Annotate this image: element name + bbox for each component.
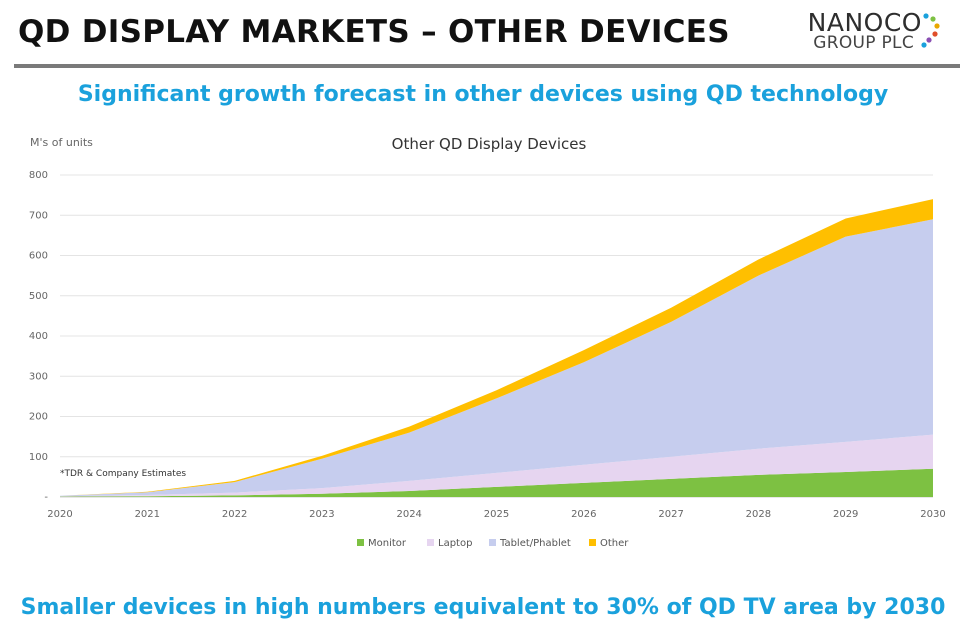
legend-swatch [427, 539, 434, 546]
legend-label: Tablet/Phablet [499, 538, 571, 549]
chart-title: Other QD Display Devices [392, 135, 587, 153]
x-tick-label: 2022 [222, 509, 247, 520]
x-axis-ticks: 2020 2021 2022 2023 2024 2025 2026 2027 2028 2029… [47, 509, 945, 520]
y-tick-label: 100 [29, 452, 48, 463]
legend-item: Laptop [427, 538, 472, 549]
chart-legend: Monitor Laptop Tablet/Phablet Other [357, 538, 629, 549]
area-laptop [60, 434, 933, 497]
slide-subtitle: Significant growth forecast in other dev… [77, 82, 889, 107]
legend-item: Other [589, 538, 629, 549]
y-tick-label: 400 [29, 331, 48, 342]
legend-item: Tablet/Phablet [489, 538, 571, 549]
x-tick-label: 2021 [135, 509, 160, 520]
legend-swatch [489, 539, 496, 546]
x-tick-label: 2023 [309, 509, 334, 520]
x-tick-label: 2024 [396, 509, 421, 520]
company-logo: NANOCO GROUP PLC [776, 6, 946, 54]
area-other [60, 199, 933, 496]
legend-item: Monitor [357, 538, 407, 549]
x-tick-label: 2026 [571, 509, 596, 520]
y-axis-ticks: - 100 200 300 400 500 600 700 800 [29, 170, 48, 503]
legend-label: Laptop [438, 538, 472, 549]
slide-footer: Smaller devices in high numbers equivale… [20, 595, 946, 620]
chart-areas [60, 199, 933, 497]
header-divider [14, 64, 960, 68]
x-tick-label: 2030 [920, 509, 945, 520]
legend-label: Monitor [368, 538, 407, 549]
logo-dots-icon [921, 13, 940, 48]
legend-swatch [357, 539, 364, 546]
y-tick-label: 200 [29, 412, 48, 423]
y-tick-label: 600 [29, 251, 48, 262]
area-monitor [60, 468, 933, 497]
x-tick-label: 2020 [47, 509, 72, 520]
legend-label: Other [600, 538, 629, 549]
y-tick-label: 800 [29, 170, 48, 181]
x-tick-label: 2025 [484, 509, 509, 520]
logo-sub-text: GROUP PLC [813, 33, 914, 53]
y-tick-label: 500 [29, 291, 48, 302]
x-tick-label: 2027 [658, 509, 683, 520]
y-axis-label: M's of units [30, 136, 93, 149]
x-tick-label: 2028 [746, 509, 771, 520]
source-annotation: *TDR & Company Estimates [60, 469, 186, 479]
y-tick-label: - [44, 492, 48, 503]
x-tick-label: 2029 [833, 509, 858, 520]
area-tablet-phablet [60, 219, 933, 497]
y-tick-label: 700 [29, 210, 48, 221]
logo-main-text: NANOCO [807, 8, 922, 37]
legend-swatch [589, 539, 596, 546]
y-tick-label: 300 [29, 371, 48, 382]
page-title: QD DISPLAY MARKETS – OTHER DEVICES [18, 14, 730, 50]
